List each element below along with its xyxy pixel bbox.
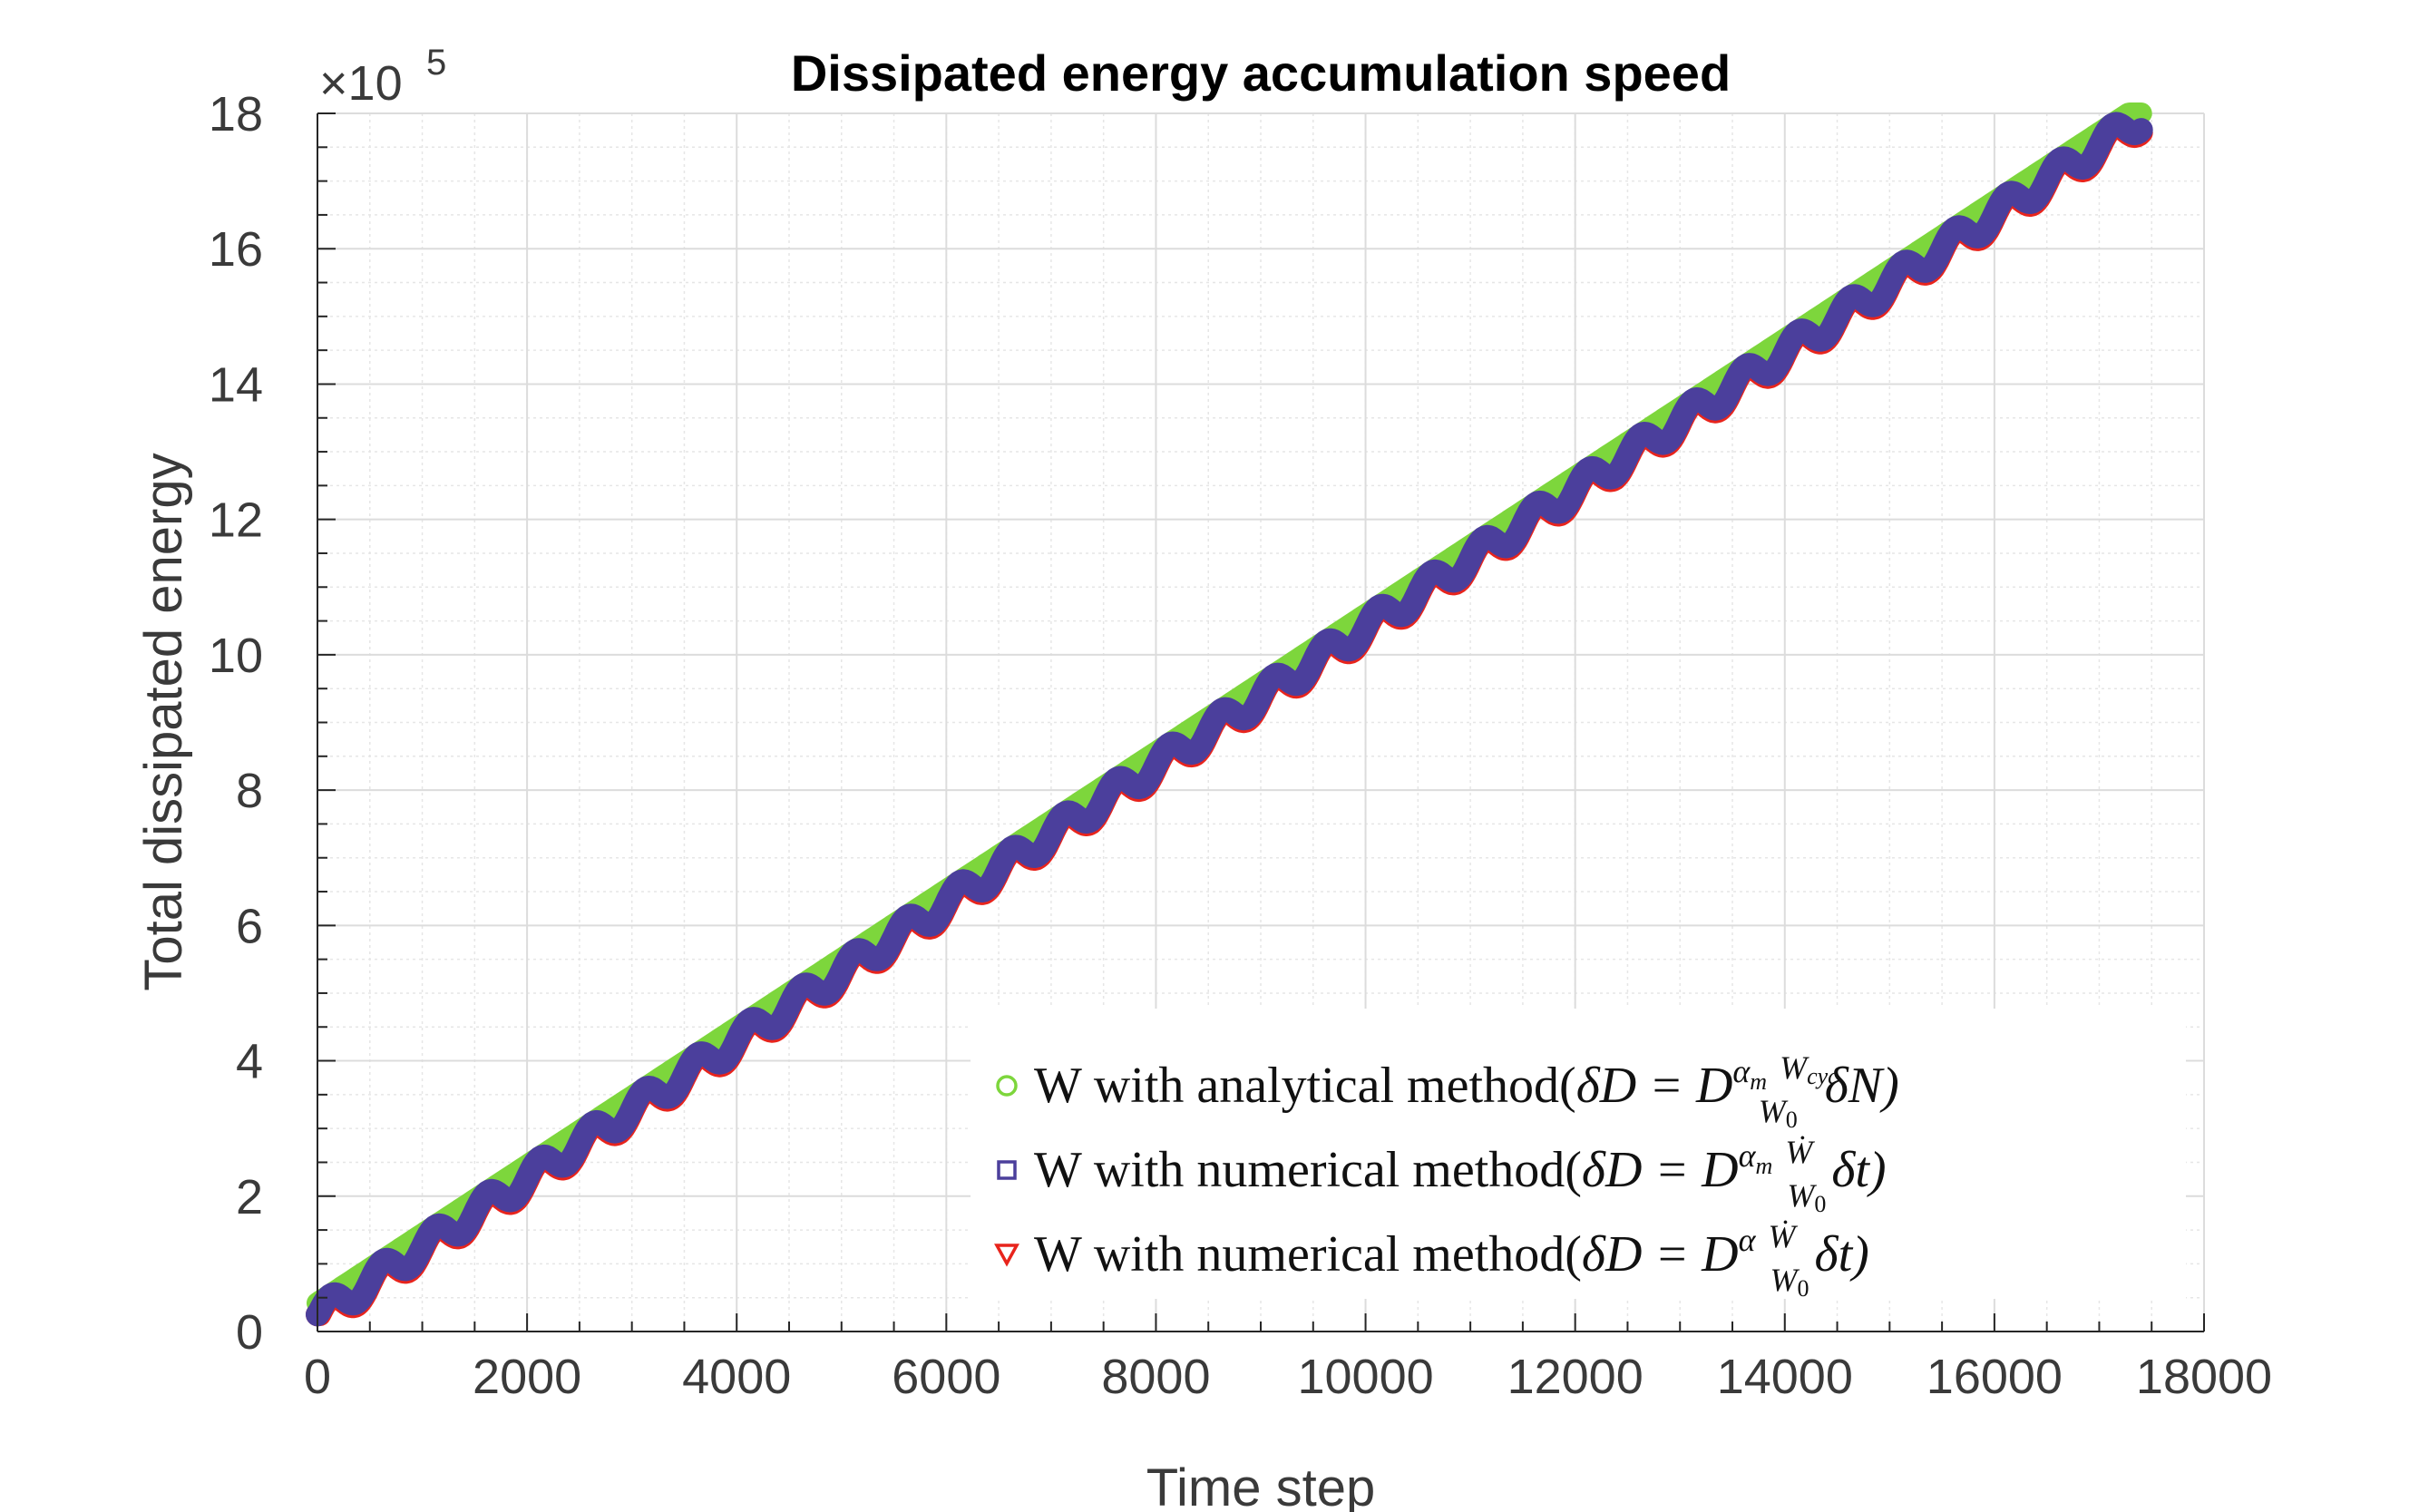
axes (317, 112, 2205, 1332)
x-axis-label: Time step (1146, 1458, 1375, 1512)
legend-entry-1: W with analytical method(δD = Dαm Wcyc W0… (1034, 1049, 1899, 1133)
y-tick-label: 8 (236, 764, 263, 818)
x-tick-label: 18000 (2136, 1350, 2272, 1404)
tick-labels: 0 2000 4000 6000 8000 10000 12000 14000 16000 180… (209, 87, 2272, 1404)
y-tick-label: 4 (236, 1035, 263, 1089)
y-exponent-base: ×10 (319, 56, 403, 111)
x-tick-label: 16000 (1926, 1350, 2063, 1404)
x-tick-label: 0 (304, 1350, 331, 1404)
legend-entry-2: W with numerical method(δD = Dαm Ẇ W0δt) (1034, 1134, 1887, 1217)
x-tick-label: 10000 (1297, 1350, 1433, 1404)
x-tick-label: 8000 (1101, 1350, 1210, 1404)
y-exponent-power: 5 (426, 43, 446, 83)
legend-box (971, 1009, 2186, 1299)
x-tick-label: 6000 (892, 1350, 1000, 1404)
y-axis-label: Total dissipated energy (134, 453, 193, 990)
y-tick-label: 6 (236, 899, 263, 953)
legend-marker-triangle (994, 1244, 1019, 1267)
y-exponent: ×10 5 (319, 43, 446, 111)
x-tick-label: 2000 (473, 1350, 581, 1404)
legend-marker-square (997, 1160, 1017, 1180)
x-tick-label: 12000 (1507, 1350, 1644, 1404)
chart-title: Dissipated energy accumulation speed (791, 44, 1731, 102)
series-layer (306, 102, 2153, 1327)
legend: W with analytical method(δD = Dαm Wcyc W0… (971, 1009, 2186, 1302)
legend-entry-3: W with numerical method(δD = Dα Ẇ W0δt) (1034, 1218, 1869, 1302)
y-tick-label: 2 (236, 1170, 263, 1224)
x-tick-label: 4000 (682, 1350, 791, 1404)
y-tick-label: 0 (236, 1305, 263, 1360)
y-tick-label: 16 (209, 222, 263, 277)
series-line-2 (306, 112, 2153, 1327)
y-tick-label: 10 (209, 629, 263, 683)
y-tick-label: 18 (209, 87, 263, 141)
y-tick-label: 14 (209, 357, 263, 412)
legend-marker-circle (996, 1075, 1018, 1097)
x-tick-label: 14000 (1717, 1350, 1853, 1404)
y-tick-label: 12 (209, 493, 263, 548)
